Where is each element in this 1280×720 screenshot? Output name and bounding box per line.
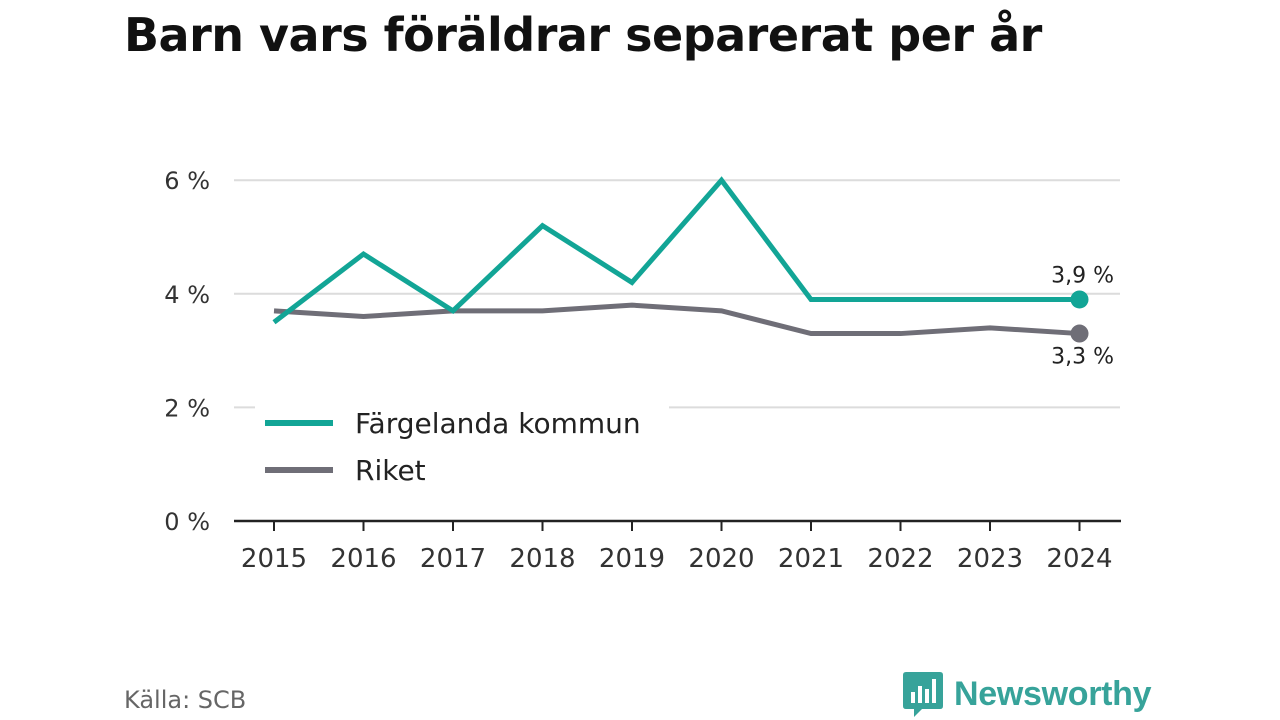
newsworthy-logo: Newsworthy [902, 670, 1152, 718]
chart-title: Barn vars föräldrar separerat per år [124, 8, 1042, 62]
x-tick-label: 2021 [778, 544, 844, 574]
source-note: Källa: SCB [124, 686, 247, 714]
x-axis: 2015 2016 2017 2018 2019 2020 2021 2022 2023 2024 [234, 519, 1121, 574]
y-axis-ticks: 0 % 2 % 4 % 6 % [164, 167, 210, 536]
end-point [1070, 290, 1089, 309]
legend-label: Riket [355, 454, 426, 487]
x-tick-label: 2017 [420, 544, 486, 574]
x-tick-label: 2016 [330, 544, 396, 574]
x-tick-label: 2020 [688, 544, 754, 574]
series-line [273, 302, 1080, 337]
x-tick-label: 2023 [957, 544, 1023, 574]
legend: Färgelanda kommun Riket [265, 407, 641, 487]
end-value-label: 3,9 % [1051, 263, 1114, 288]
legend-label: Färgelanda kommun [355, 407, 641, 440]
end-point [1070, 324, 1089, 343]
bar-chart-speech-bubble-icon [903, 672, 943, 717]
legend-background [255, 398, 669, 498]
series-lines: 3,3 % 3,9 % [272, 176, 1114, 370]
brand-name: Newsworthy [954, 674, 1152, 713]
x-tick-label: 2018 [509, 544, 575, 574]
x-tick-label: 2022 [867, 544, 933, 574]
y-tick-label: 4 % [164, 281, 210, 309]
x-tick-label: 2019 [599, 544, 665, 574]
gridlines [234, 179, 1120, 409]
end-value-label: 3,3 % [1051, 345, 1114, 370]
line-chart: 0 % 2 % 4 % 6 % 2015 2016 2017 2018 2019 2020 202… [164, 167, 1121, 574]
series-line [272, 176, 1080, 325]
x-tick-label: 2024 [1046, 544, 1112, 574]
y-tick-label: 0 % [164, 508, 210, 536]
x-tick-label: 2015 [241, 544, 307, 574]
y-tick-label: 6 % [164, 167, 210, 195]
y-tick-label: 2 % [164, 394, 210, 422]
